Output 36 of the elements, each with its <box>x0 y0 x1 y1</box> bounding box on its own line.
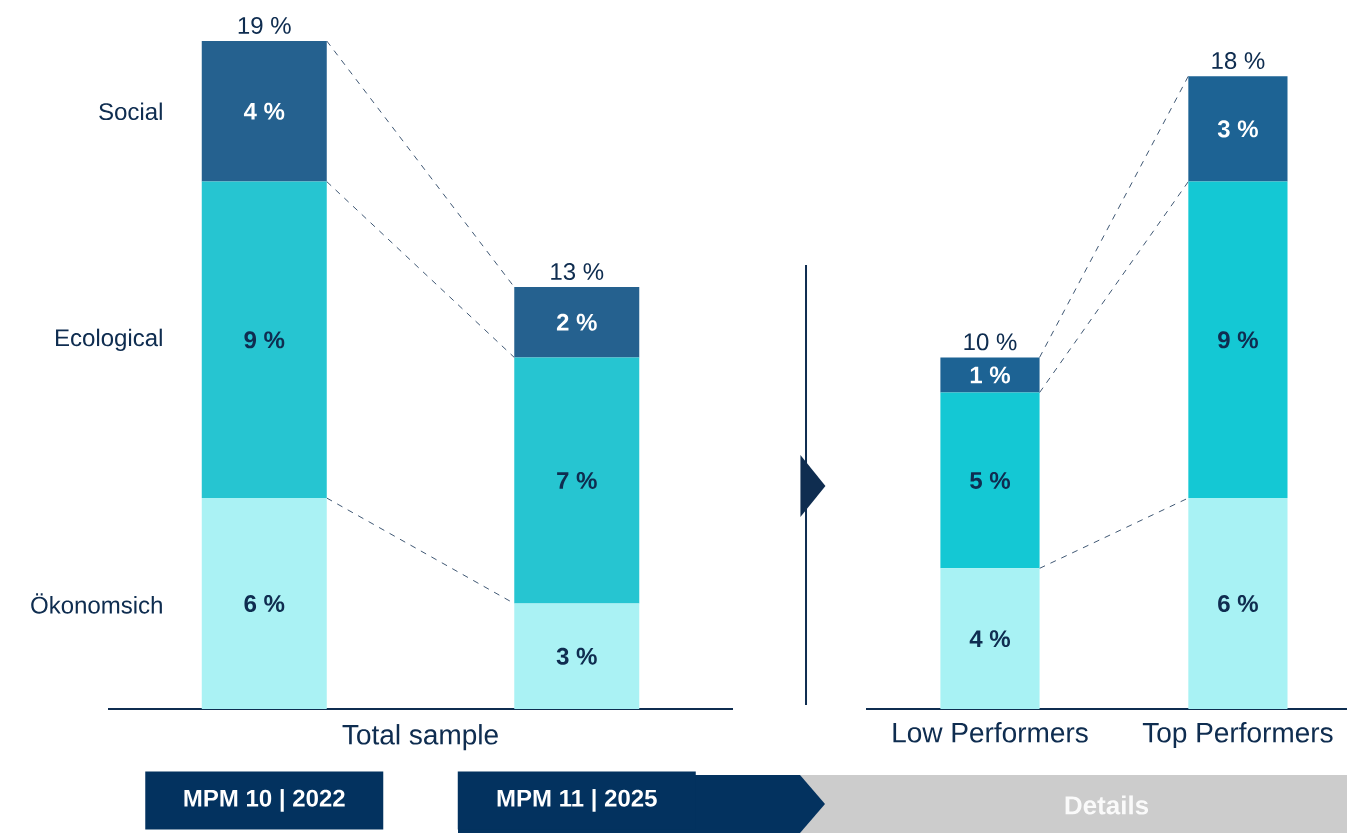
data-label: 7 % <box>557 472 597 489</box>
x-tick-label: Top Performers <box>1142 722 1333 749</box>
data-label: 5 % <box>970 472 1010 489</box>
data-label: 1 % <box>970 366 1010 384</box>
data-label: 4 % <box>243 102 285 120</box>
series-label: Social <box>99 102 162 121</box>
bar <box>201 40 327 182</box>
total-label: 13 % <box>551 263 604 281</box>
series-label: Ökonomsich <box>31 593 162 614</box>
bar <box>514 287 640 358</box>
total-label: 19 % <box>238 16 291 34</box>
bar <box>1188 181 1288 499</box>
data-label: 3 % <box>1217 120 1258 138</box>
series-label: Ecological <box>56 328 162 352</box>
bar <box>514 357 640 604</box>
data-label: 9 % <box>1218 331 1258 349</box>
total-label: 18 % <box>1212 52 1265 70</box>
data-label: 4 % <box>969 630 1010 648</box>
bar <box>940 392 1040 569</box>
bar <box>201 181 327 499</box>
data-label: 6 % <box>1218 595 1258 612</box>
x-tick-label: MPM 11 | 2025 <box>497 789 657 812</box>
data-label: 9 % <box>244 331 285 349</box>
bar <box>1188 76 1288 182</box>
bar <box>201 498 327 709</box>
total-label: 10 % <box>964 333 1017 351</box>
data-label: 6 % <box>244 595 285 612</box>
bar <box>514 603 640 709</box>
x-tick-label: MPM 10 | 2022 <box>184 789 345 812</box>
data-label: 3 % <box>556 647 597 665</box>
x-tick-label: Low Performers <box>893 722 1088 743</box>
bar <box>940 357 1040 393</box>
bar <box>1188 498 1288 709</box>
data-label: 2 % <box>556 313 597 331</box>
x-axis-title: Total sample <box>342 724 498 751</box>
bar <box>940 568 1040 709</box>
